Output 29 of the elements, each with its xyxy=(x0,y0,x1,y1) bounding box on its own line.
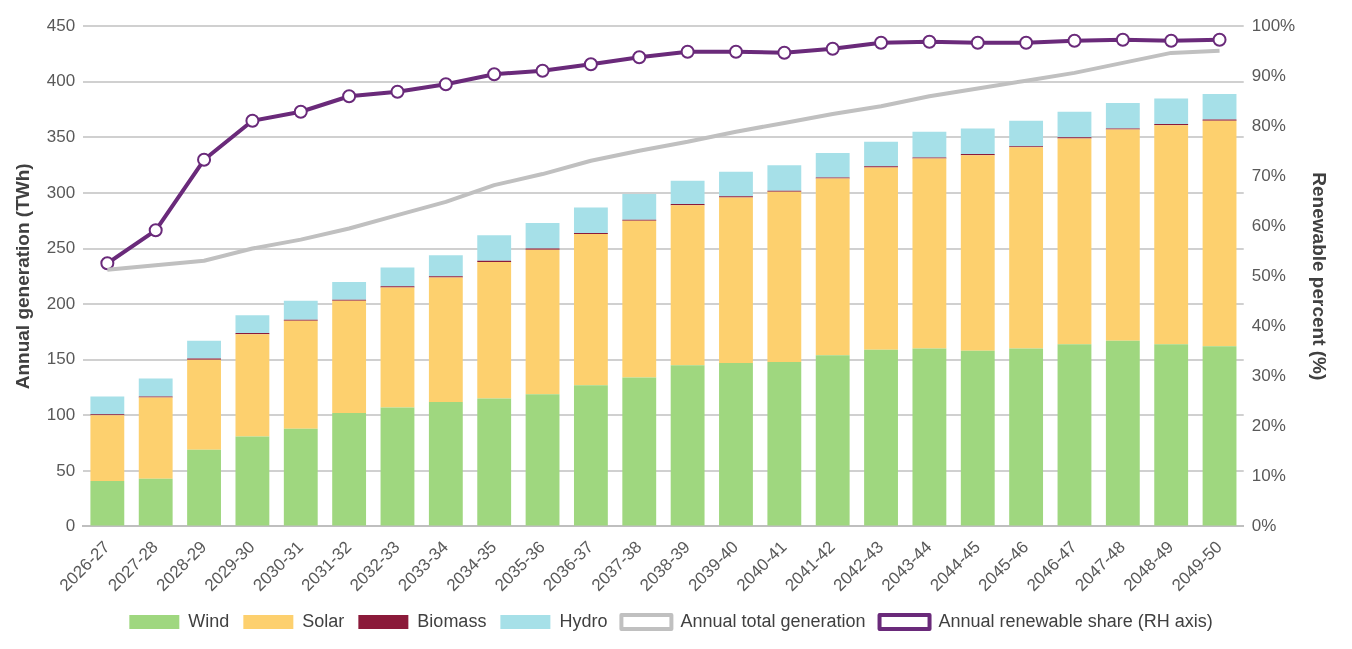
legend-label: Biomass xyxy=(417,610,487,631)
y-tick-label: 150 xyxy=(46,349,76,369)
y-axis-title: Annual generation (TWh) xyxy=(11,163,33,390)
legend-label: Annual total generation xyxy=(680,610,866,631)
y-tick-label: 100 xyxy=(46,404,76,424)
y2-tick-label: 100% xyxy=(1251,15,1296,35)
y2-axis-title: Renewable percent (%) xyxy=(1309,172,1331,381)
y2-tick-label: 30% xyxy=(1251,366,1286,386)
y-tick-label: 400 xyxy=(46,71,76,91)
y2-tick-label: 40% xyxy=(1251,316,1286,336)
y2-tick-label: 80% xyxy=(1251,115,1286,135)
y2-tick-label: 0% xyxy=(1251,516,1277,536)
legend-label: Hydro xyxy=(559,610,608,631)
y2-tick-label: 60% xyxy=(1251,215,1286,235)
y2-tick-label: 90% xyxy=(1251,65,1286,85)
legend-label: Solar xyxy=(302,610,345,631)
y-tick-label: 350 xyxy=(46,127,76,147)
y-tick-label: 0 xyxy=(65,516,76,536)
y-tick-label: 50 xyxy=(56,460,76,480)
y-tick-label: 300 xyxy=(46,182,76,202)
y2-tick-label: 20% xyxy=(1251,416,1286,436)
y2-tick-label: 50% xyxy=(1251,266,1286,286)
y-tick-label: 250 xyxy=(46,238,76,258)
y2-tick-label: 10% xyxy=(1251,466,1286,486)
y2-tick-label: 70% xyxy=(1251,165,1286,185)
legend-label: Annual renewable share (RH axis) xyxy=(938,610,1213,631)
y-tick-label: 450 xyxy=(46,15,76,35)
y-tick-label: 200 xyxy=(46,293,76,313)
legend-label: Wind xyxy=(188,610,230,631)
